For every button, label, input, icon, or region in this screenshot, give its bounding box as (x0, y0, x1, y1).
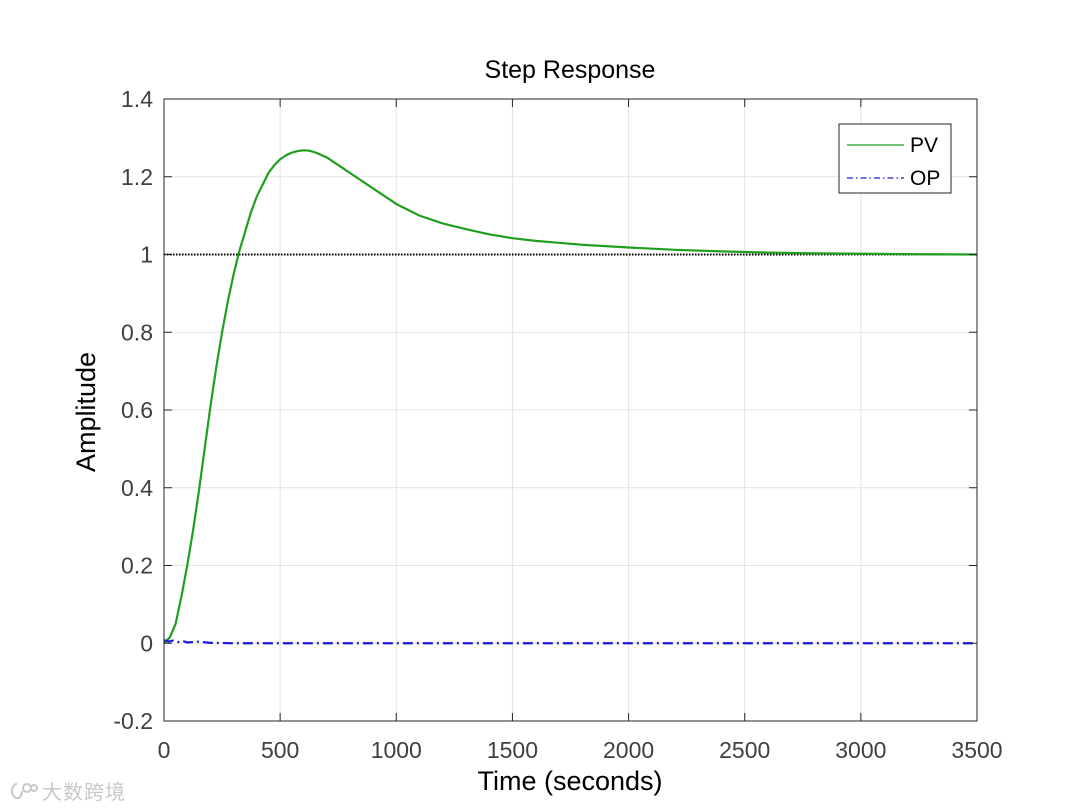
y-tick-label: 1 (140, 242, 153, 268)
y-tick-label: -0.2 (113, 708, 153, 734)
y-tick-label: 0.6 (121, 397, 153, 423)
x-tick-label: 500 (261, 737, 299, 763)
x-tick-label: 1500 (487, 737, 538, 763)
watermark-logo-icon (11, 782, 38, 799)
chart-title: Step Response (485, 56, 656, 84)
watermark: 大数跨境 (8, 776, 126, 805)
legend-op-label: OP (910, 167, 940, 190)
y-tick-label: 0.4 (121, 475, 153, 501)
x-tick-label: 1000 (371, 737, 422, 763)
series-group (163, 149, 978, 645)
legend: PV OP (838, 123, 952, 194)
x-tick-label: 3000 (835, 737, 886, 763)
tick-group: 0 500 1000 1500 2000 2500 3000 3500-0.200.20.40… (113, 86, 1002, 763)
x-axis-label: Time (seconds) (477, 766, 662, 796)
x-tick-label: 2000 (603, 737, 654, 763)
x-tick-label: 3500 (951, 737, 1002, 763)
series-pv-line (163, 149, 978, 645)
watermark-text: 大数跨境 (42, 780, 126, 804)
y-tick-label: 0.2 (121, 553, 153, 579)
x-tick-label: 2500 (719, 737, 770, 763)
legend-box (838, 123, 952, 194)
y-tick-label: 1.2 (121, 164, 153, 190)
y-tick-label: 0.8 (121, 319, 153, 345)
y-tick-label: 1.4 (121, 86, 153, 112)
y-axis-label: Amplitude (71, 352, 101, 472)
x-tick-label: 0 (158, 737, 171, 763)
y-tick-label: 0 (140, 630, 153, 656)
legend-pv-label: PV (910, 134, 938, 157)
series-op-line (163, 639, 977, 645)
